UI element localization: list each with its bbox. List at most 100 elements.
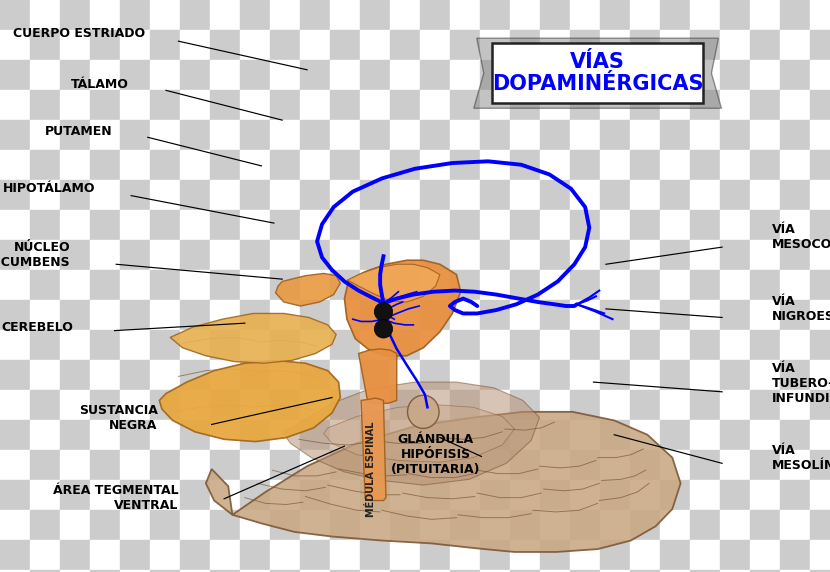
Bar [270,330,300,360]
Bar [120,150,150,180]
Bar [570,0,600,30]
Text: VÍA
NIGROESTRIADA: VÍA NIGROESTRIADA [772,295,830,323]
Bar [630,270,660,300]
Bar [60,390,90,420]
Bar [90,0,120,30]
Bar [300,30,330,60]
Bar [120,330,150,360]
Bar [30,570,60,572]
Bar [120,480,150,510]
Bar [630,300,660,330]
Bar [660,90,690,120]
Bar [240,120,270,150]
Bar [450,240,480,270]
Bar [720,30,750,60]
Bar [150,60,180,90]
Bar [780,90,810,120]
Bar [720,240,750,270]
Bar [690,540,720,570]
Polygon shape [361,398,386,500]
Bar [540,30,570,60]
Bar [150,360,180,390]
Bar [120,540,150,570]
Bar [90,420,120,450]
Text: CEREBELO: CEREBELO [1,321,73,333]
Bar [30,90,60,120]
Bar [480,60,510,90]
Bar [210,360,240,390]
Bar [750,540,780,570]
Bar [630,360,660,390]
Bar [390,300,420,330]
Bar [510,210,540,240]
Bar [270,390,300,420]
Bar [450,30,480,60]
Bar [0,450,30,480]
Bar [810,540,830,570]
Bar [780,180,810,210]
Bar [570,450,600,480]
Bar [150,120,180,150]
Bar [240,390,270,420]
Bar [630,540,660,570]
Bar [240,570,270,572]
Bar [120,390,150,420]
Bar [540,60,570,90]
Bar [90,450,120,480]
Bar [30,300,60,330]
Bar [90,90,120,120]
Bar [720,450,750,480]
Bar [0,0,30,30]
Bar [150,450,180,480]
Bar [0,420,30,450]
Bar [330,480,360,510]
Bar [540,570,570,572]
Bar [330,420,360,450]
Bar [300,450,330,480]
Bar [750,240,780,270]
Bar [540,180,570,210]
Bar [570,300,600,330]
Bar [810,480,830,510]
Bar [90,330,120,360]
Bar [330,30,360,60]
Bar [600,570,630,572]
Bar [780,390,810,420]
Bar [210,60,240,90]
Bar [780,330,810,360]
Bar [480,120,510,150]
Bar [540,210,570,240]
Bar [390,540,420,570]
Bar [630,210,660,240]
Bar [240,270,270,300]
Bar [120,450,150,480]
Bar [150,90,180,120]
Bar [480,240,510,270]
Bar [150,210,180,240]
Bar [780,510,810,540]
Bar [720,0,750,30]
Bar [0,540,30,570]
Bar [690,420,720,450]
Bar [570,480,600,510]
Bar [570,360,600,390]
Bar [750,480,780,510]
Bar [600,120,630,150]
Bar [30,30,60,60]
Bar [0,30,30,60]
Bar [0,270,30,300]
Text: SUSTANCIA
NEGRA: SUSTANCIA NEGRA [79,404,158,431]
Bar [90,60,120,90]
Bar [240,420,270,450]
Bar [90,210,120,240]
Bar [450,210,480,240]
Bar [510,330,540,360]
Bar [180,390,210,420]
Bar [630,570,660,572]
Bar [480,210,510,240]
Bar [420,60,450,90]
Bar [300,150,330,180]
Bar [330,300,360,330]
Text: VÍA
MESOLÍMBICA: VÍA MESOLÍMBICA [772,444,830,471]
Text: PUTAMEN: PUTAMEN [45,125,112,138]
